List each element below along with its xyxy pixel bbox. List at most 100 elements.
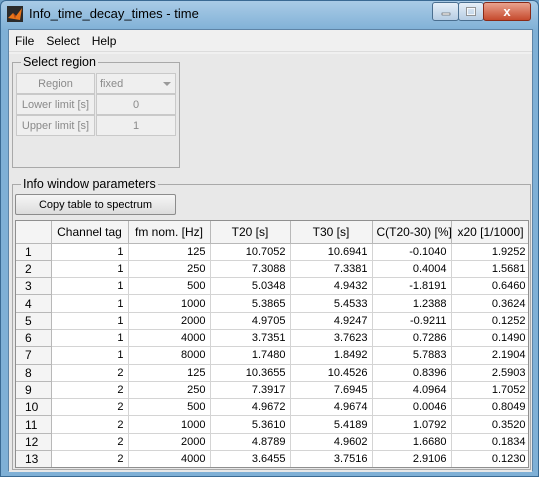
table-cell[interactable]: 5.3610 <box>210 415 291 434</box>
table-cell[interactable]: 2000 <box>128 433 211 452</box>
table-cell[interactable]: 4.9705 <box>210 312 291 330</box>
table-cell[interactable]: 2 <box>51 364 129 382</box>
close-button[interactable]: x <box>483 2 531 21</box>
table-cell[interactable]: 1 <box>51 312 129 330</box>
table-cell[interactable]: 1.7052 <box>451 381 528 400</box>
table-cell[interactable]: 7.6945 <box>290 381 373 400</box>
table-cell[interactable]: 3.7351 <box>210 329 291 348</box>
table-cell[interactable]: 10.7052 <box>210 243 291 261</box>
table-cell[interactable]: 2 <box>51 398 129 417</box>
table-cell[interactable]: 1.5681 <box>451 260 528 279</box>
table-cell[interactable]: 0.6460 <box>451 277 528 296</box>
table-cell[interactable]: 5.7883 <box>372 346 452 365</box>
table-cell[interactable]: 2 <box>51 381 129 400</box>
row-header[interactable]: 11 <box>16 415 52 434</box>
table-cell[interactable]: 4000 <box>128 450 211 467</box>
table-cell[interactable]: 2.9106 <box>372 450 452 467</box>
row-header[interactable]: 7 <box>16 346 52 365</box>
table-cell[interactable]: 10.6941 <box>290 243 373 261</box>
menu-help[interactable]: Help <box>91 33 117 48</box>
table-cell[interactable]: 0.3624 <box>451 294 528 313</box>
table-cell[interactable]: -0.9211 <box>372 312 452 330</box>
table-cell[interactable]: 2.5903 <box>451 364 528 382</box>
table-cell[interactable]: 5.0348 <box>210 277 291 296</box>
table-cell[interactable]: 2 <box>51 450 129 467</box>
table-cell[interactable]: 500 <box>128 398 211 417</box>
table-cell[interactable]: 2 <box>51 415 129 434</box>
table-cell[interactable]: 5.3865 <box>210 294 291 313</box>
table-cell[interactable]: 1000 <box>128 294 211 313</box>
table-cell[interactable]: -1.8191 <box>372 277 452 296</box>
row-header[interactable]: 10 <box>16 398 52 417</box>
table-cell[interactable]: 0.1230 <box>451 450 528 467</box>
table-cell[interactable]: 5.4533 <box>290 294 373 313</box>
table-cell[interactable]: 4.9432 <box>290 277 373 296</box>
table-cell[interactable]: 125 <box>128 364 211 382</box>
row-header[interactable]: 4 <box>16 294 52 313</box>
table-cell[interactable]: 1.2388 <box>372 294 452 313</box>
col-header-t30[interactable]: T30 [s] <box>290 221 373 244</box>
table-cell[interactable]: 0.7286 <box>372 329 452 348</box>
upper-limit-field[interactable]: 1 <box>96 115 176 136</box>
menu-select[interactable]: Select <box>46 33 80 48</box>
region-dropdown[interactable]: fixed <box>96 73 176 94</box>
table-cell[interactable]: 1.6680 <box>372 433 452 452</box>
table-cell[interactable]: 1.8492 <box>290 346 373 365</box>
table-cell[interactable]: 7.3381 <box>290 260 373 279</box>
table-cell[interactable]: 1 <box>51 294 129 313</box>
col-header-c-t20-30[interactable]: C(T20-30) [%] <box>372 221 452 244</box>
table-cell[interactable]: 1 <box>51 329 129 348</box>
table-cell[interactable]: 1 <box>51 277 129 296</box>
table-cell[interactable]: 5.4189 <box>290 415 373 434</box>
row-header[interactable]: 13 <box>16 450 52 467</box>
table-cell[interactable]: 250 <box>128 381 211 400</box>
table-cell[interactable]: 1.7480 <box>210 346 291 365</box>
row-header[interactable]: 1 <box>16 243 52 261</box>
table-cell[interactable]: 1000 <box>128 415 211 434</box>
table-cell[interactable]: 4.0964 <box>372 381 452 400</box>
row-header[interactable]: 3 <box>16 277 52 296</box>
table-cell[interactable]: 3.7623 <box>290 329 373 348</box>
table-cell[interactable]: 0.0046 <box>372 398 452 417</box>
results-table[interactable]: Channel tag fm nom. [Hz] T20 [s] T30 [s]… <box>15 220 529 468</box>
table-cell[interactable]: 2.1904 <box>451 346 528 365</box>
table-cell[interactable]: 1.0792 <box>372 415 452 434</box>
table-cell[interactable]: 10.3655 <box>210 364 291 382</box>
table-cell[interactable]: 3.7516 <box>290 450 373 467</box>
table-cell[interactable]: 0.4004 <box>372 260 452 279</box>
table-cell[interactable]: 4000 <box>128 329 211 348</box>
table-cell[interactable]: 8000 <box>128 346 211 365</box>
table-cell[interactable]: 0.3520 <box>451 415 528 434</box>
table-cell[interactable]: 3.6455 <box>210 450 291 467</box>
col-header-t20[interactable]: T20 [s] <box>210 221 291 244</box>
minimize-button[interactable] <box>432 2 459 21</box>
row-header[interactable]: 8 <box>16 364 52 382</box>
table-cell[interactable]: 0.8049 <box>451 398 528 417</box>
table-cell[interactable]: 4.9602 <box>290 433 373 452</box>
row-header[interactable]: 5 <box>16 312 52 330</box>
table-cell[interactable]: 0.1252 <box>451 312 528 330</box>
table-cell[interactable]: 1 <box>51 260 129 279</box>
table-cell[interactable]: 250 <box>128 260 211 279</box>
col-header-x20[interactable]: x20 [1/1000] <box>451 221 528 244</box>
table-cell[interactable]: 0.8396 <box>372 364 452 382</box>
copy-table-button[interactable]: Copy table to spectrum <box>15 194 176 215</box>
col-header-channel-tag[interactable]: Channel tag <box>51 221 129 244</box>
table-cell[interactable]: 500 <box>128 277 211 296</box>
table-cell[interactable]: 0.1834 <box>451 433 528 452</box>
table-cell[interactable]: 7.3088 <box>210 260 291 279</box>
table-cell[interactable]: 2 <box>51 433 129 452</box>
col-header-fm-nom[interactable]: fm nom. [Hz] <box>128 221 211 244</box>
table-cell[interactable]: 7.3917 <box>210 381 291 400</box>
table-cell[interactable]: 1.9252 <box>451 243 528 261</box>
row-header[interactable]: 6 <box>16 329 52 348</box>
title-bar[interactable]: Info_time_decay_times - time x <box>1 1 538 29</box>
lower-limit-field[interactable]: 0 <box>96 94 176 115</box>
table-cell[interactable]: 125 <box>128 243 211 261</box>
row-header[interactable]: 9 <box>16 381 52 400</box>
table-cell[interactable]: 4.9674 <box>290 398 373 417</box>
table-cell[interactable]: 10.4526 <box>290 364 373 382</box>
row-header[interactable]: 12 <box>16 433 52 452</box>
table-cell[interactable]: -0.1040 <box>372 243 452 261</box>
menu-file[interactable]: File <box>15 33 35 48</box>
